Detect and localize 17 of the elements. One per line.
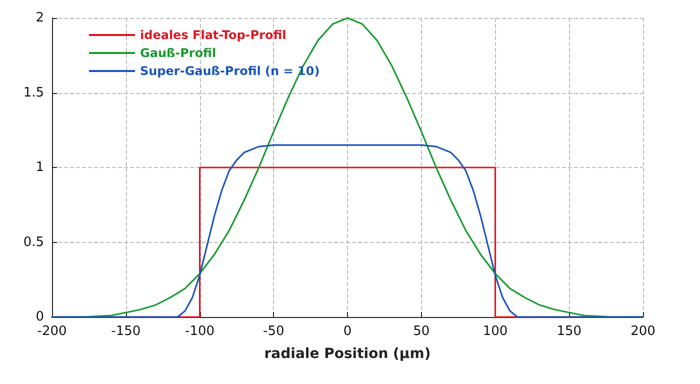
- x-tick-label: 0: [343, 324, 352, 339]
- x-tick-label: -200: [37, 324, 67, 339]
- x-tick-label: -50: [263, 324, 284, 339]
- y-tick-label: 1: [36, 160, 44, 175]
- y-tick-label: 0.5: [23, 234, 44, 250]
- x-tick-label: -100: [184, 324, 215, 339]
- x-tick-label: 150: [556, 324, 582, 339]
- x-tick-label: 200: [630, 324, 656, 339]
- legend-label: Gauß-Profil: [140, 46, 216, 60]
- x-tick-label: 100: [482, 324, 508, 339]
- y-tick-label: 1.5: [23, 85, 44, 100]
- y-tick-label: 2: [36, 10, 44, 26]
- x-axis-title: radiale Position (µm): [264, 346, 431, 362]
- x-tick-label: -150: [111, 324, 141, 339]
- y-tick-label: 0: [36, 310, 44, 324]
- legend-label: ideales Flat-Top-Profil: [140, 28, 286, 42]
- x-tick-label: 50: [413, 324, 430, 339]
